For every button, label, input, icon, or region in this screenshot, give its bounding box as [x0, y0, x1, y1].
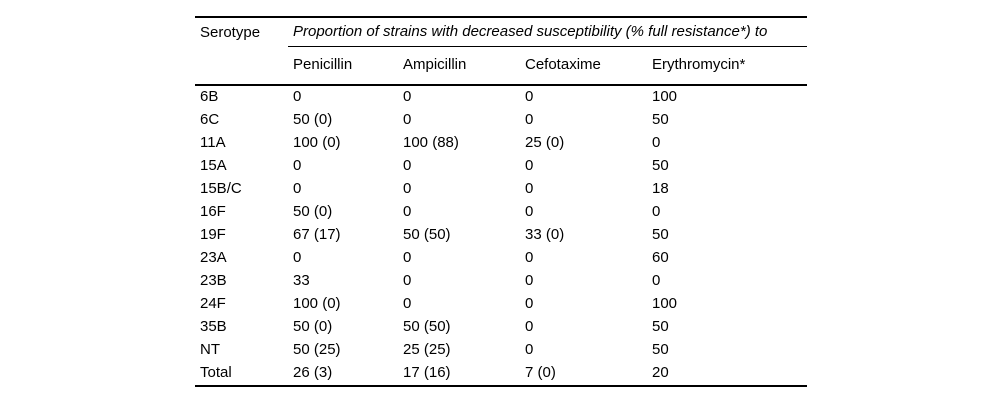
value-cell: 100: [652, 88, 678, 106]
value-cell: 26 (3): [293, 364, 333, 382]
value-cell: 50: [652, 226, 669, 244]
serotype-cell: 35B: [200, 318, 227, 336]
value-cell: 0: [525, 249, 534, 267]
table-row: 6C 50 (0) 0 0 50: [195, 109, 807, 132]
resistance-table: Serotype Proportion of strains with decr…: [195, 16, 807, 387]
value-cell: 0: [652, 203, 661, 221]
serotype-cell: 19F: [200, 226, 226, 244]
serotype-cell: 24F: [200, 295, 226, 313]
table-header: Serotype Proportion of strains with decr…: [195, 17, 807, 86]
value-cell: 0: [403, 180, 412, 198]
value-cell: 0: [293, 157, 302, 175]
subheader-row: Penicillin Ampicillin Cefotaxime Erythro…: [195, 46, 807, 86]
value-cell: 0: [293, 88, 302, 106]
value-cell: 7 (0): [525, 364, 556, 382]
value-cell: 50 (0): [293, 111, 333, 129]
serotype-cell: 23B: [200, 272, 227, 290]
value-cell: 0: [652, 134, 661, 152]
value-cell: 100 (88): [403, 134, 459, 152]
column-header-erythromycin: Erythromycin*: [647, 46, 807, 86]
table-row: NT 50 (25) 25 (25) 0 50: [195, 339, 807, 362]
value-cell: 0: [525, 318, 534, 336]
value-cell: 50 (50): [403, 226, 451, 244]
serotype-cell: 15A: [200, 157, 227, 175]
value-cell: 20: [652, 364, 669, 382]
table-row: 24F 100 (0) 0 0 100: [195, 293, 807, 316]
serotype-cell: 6B: [200, 88, 219, 106]
value-cell: 0: [403, 249, 412, 267]
serotype-cell: 23A: [200, 249, 227, 267]
value-cell: 0: [525, 88, 534, 106]
value-cell: 0: [293, 249, 302, 267]
table-row: 23A 0 0 0 60: [195, 247, 807, 270]
span-header-row: Serotype Proportion of strains with decr…: [195, 17, 807, 86]
value-cell: 0: [403, 272, 412, 290]
value-cell: 0: [525, 203, 534, 221]
value-cell: 0: [652, 272, 661, 290]
value-cell: 50: [652, 111, 669, 129]
table-body: 6B 0 0 0 100 6C 50 (0) 0 0 50 11A 100 (0) 100 (88) 25…: [195, 85, 807, 386]
value-cell: 0: [525, 295, 534, 313]
value-cell: 100 (0): [293, 295, 341, 313]
value-cell: 33 (0): [525, 226, 565, 244]
table-row: 15B/C 0 0 0 18: [195, 178, 807, 201]
value-cell: 0: [525, 111, 534, 129]
value-cell: 50 (0): [293, 203, 333, 221]
value-cell: 33: [293, 272, 310, 290]
value-cell: 0: [525, 272, 534, 290]
value-cell: 25 (0): [525, 134, 565, 152]
value-cell: 18: [652, 180, 669, 198]
value-cell: 0: [403, 295, 412, 313]
value-cell: 50 (50): [403, 318, 451, 336]
table-row: 16F 50 (0) 0 0 0: [195, 201, 807, 224]
value-cell: 50 (0): [293, 318, 333, 336]
value-cell: 60: [652, 249, 669, 267]
value-cell: 50: [652, 341, 669, 359]
table-row: 11A 100 (0) 100 (88) 25 (0) 0: [195, 132, 807, 155]
value-cell: 0: [525, 180, 534, 198]
value-cell: 50 (25): [293, 341, 341, 359]
table-row: 15A 0 0 0 50: [195, 155, 807, 178]
resistance-table-wrap: Serotype Proportion of strains with decr…: [195, 16, 807, 387]
column-header-penicillin: Penicillin: [288, 46, 398, 86]
table-row: 6B 0 0 0 100: [195, 85, 807, 109]
value-cell: 0: [525, 157, 534, 175]
value-cell: 17 (16): [403, 364, 451, 382]
value-cell: 0: [403, 203, 412, 221]
serotype-cell: Total: [200, 364, 232, 382]
value-cell: 50: [652, 318, 669, 336]
value-cell: 0: [403, 157, 412, 175]
table-row: 35B 50 (0) 50 (50) 0 50: [195, 316, 807, 339]
column-header-ampicillin: Ampicillin: [398, 46, 520, 86]
column-header-serotype: Serotype: [195, 17, 288, 86]
table-row: 19F 67 (17) 50 (50) 33 (0) 50: [195, 224, 807, 247]
serotype-cell: 6C: [200, 111, 220, 129]
serotype-cell: NT: [200, 341, 220, 359]
value-cell: 0: [293, 180, 302, 198]
value-cell: 0: [525, 341, 534, 359]
span-header: Proportion of strains with decreased sus…: [288, 17, 807, 47]
column-header-cefotaxime: Cefotaxime: [520, 46, 647, 86]
value-cell: 25 (25): [403, 341, 451, 359]
value-cell: 100 (0): [293, 134, 341, 152]
serotype-cell: 15B/C: [200, 180, 242, 198]
serotype-cell: 16F: [200, 203, 226, 221]
serotype-cell: 11A: [200, 134, 226, 152]
value-cell: 0: [403, 88, 412, 106]
value-cell: 0: [403, 111, 412, 129]
value-cell: 50: [652, 157, 669, 175]
value-cell: 67 (17): [293, 226, 341, 244]
table-row: 23B 33 0 0 0: [195, 270, 807, 293]
table-row: Total 26 (3) 17 (16) 7 (0) 20: [195, 362, 807, 386]
value-cell: 100: [652, 295, 678, 313]
